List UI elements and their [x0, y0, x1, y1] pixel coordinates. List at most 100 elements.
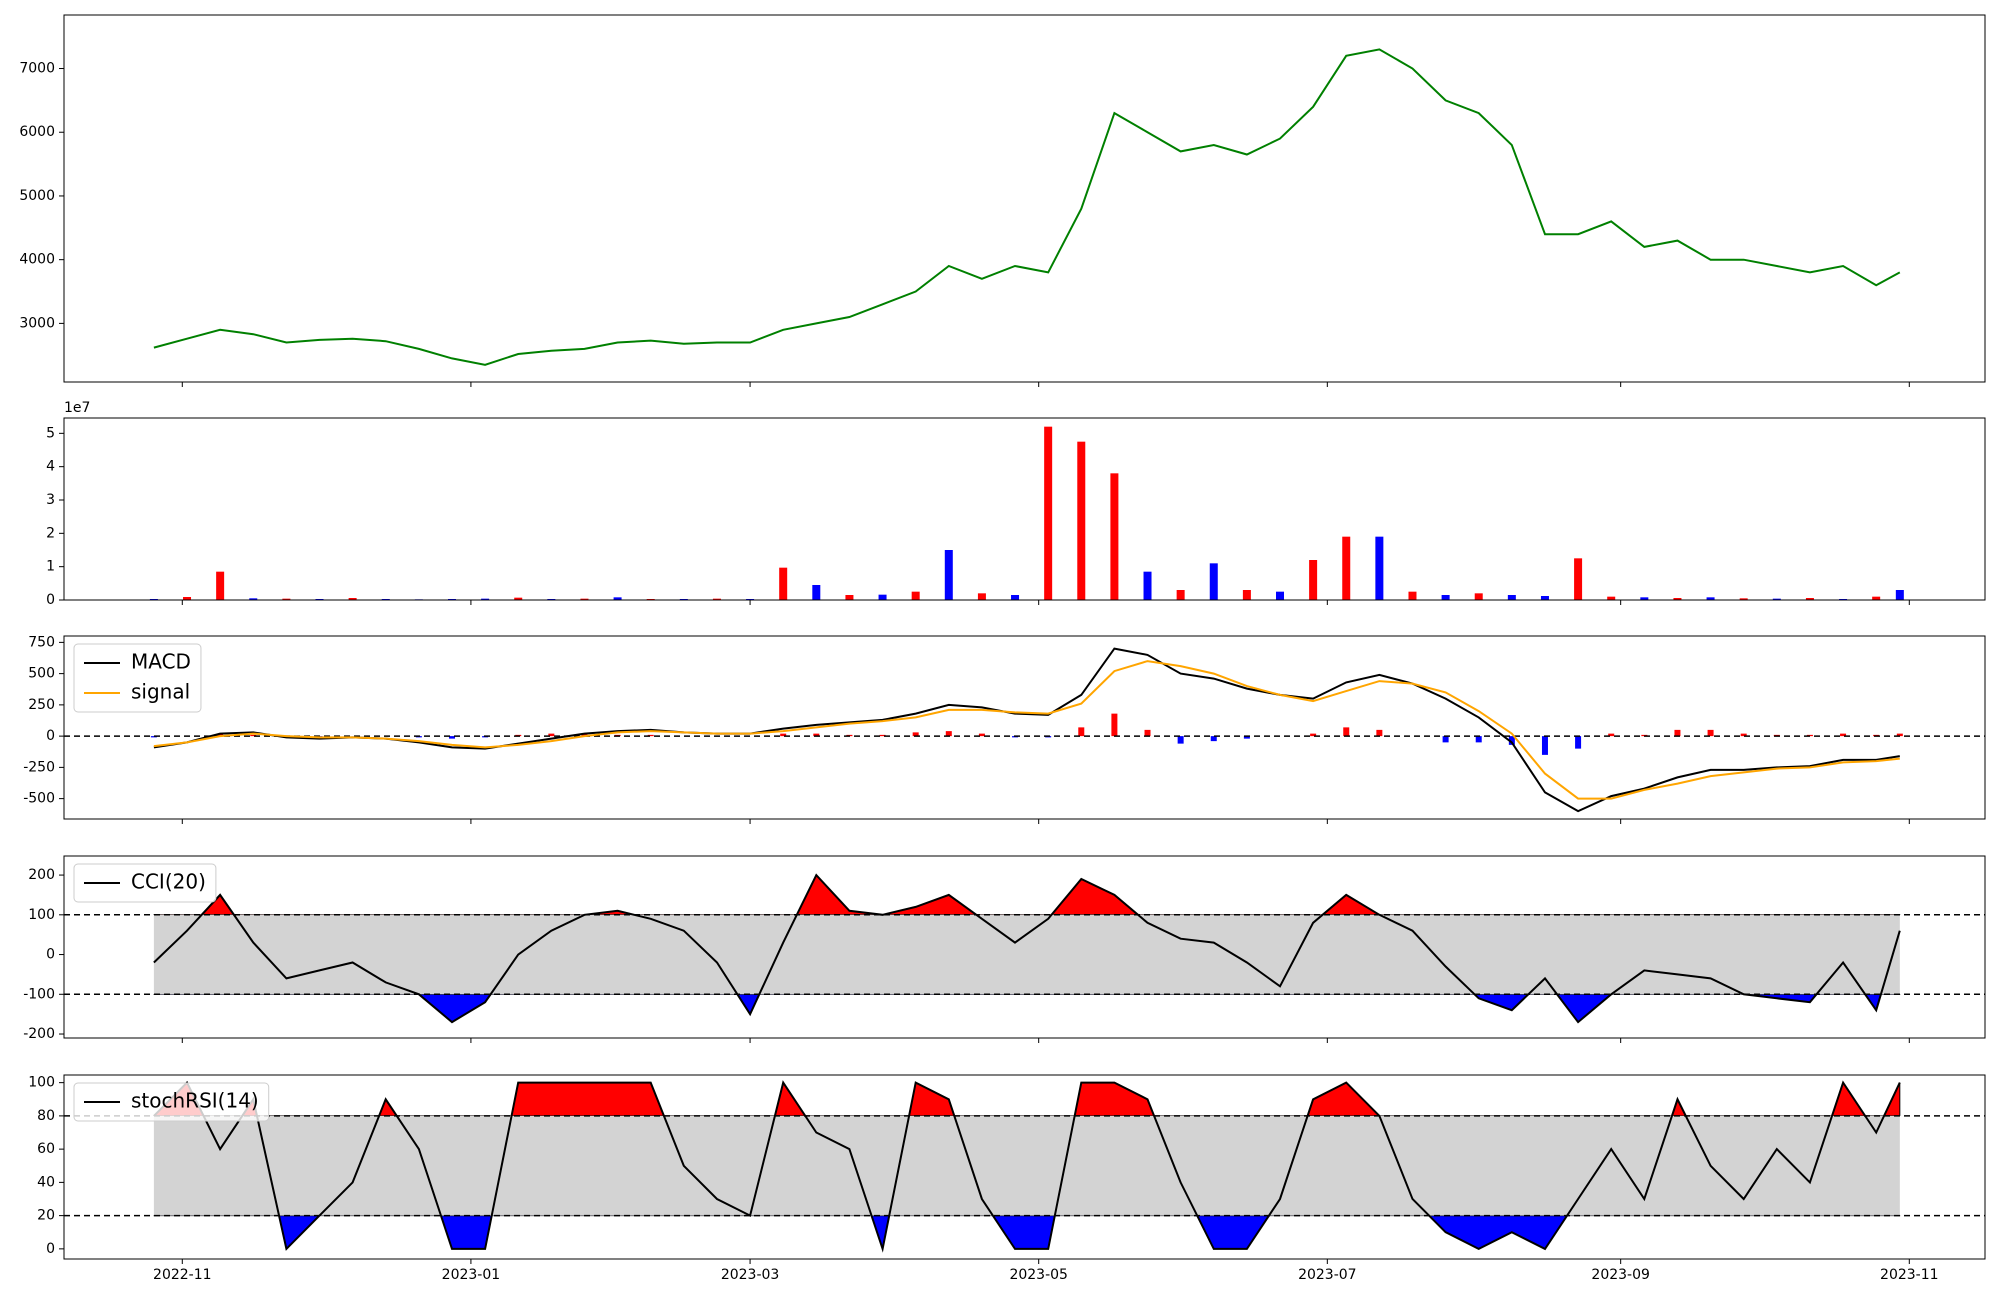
histogram-bar	[1608, 733, 1615, 737]
x-tick-label: 2023-05	[1009, 1267, 1068, 1283]
y-tick-label: -100	[23, 986, 55, 1002]
volume-bar	[1176, 590, 1185, 600]
volume-bar	[1540, 596, 1549, 600]
legend: stochRSI(14)	[73, 1082, 270, 1122]
y-tick-label: 0	[46, 1241, 55, 1257]
histogram-bar	[581, 733, 588, 737]
y-tick-label: 0	[46, 592, 55, 608]
histogram-bar	[250, 734, 257, 737]
histogram-bar	[448, 736, 455, 739]
volume-bar	[1011, 595, 1020, 600]
volume-bar	[1739, 598, 1748, 600]
volume-bar	[812, 585, 821, 600]
y-tick-label: 20	[37, 1208, 55, 1224]
histogram-bar	[1541, 736, 1548, 755]
volume-bar	[613, 597, 622, 600]
volume-bar	[977, 593, 986, 600]
volume-bar	[1077, 441, 1086, 600]
volume-bar	[1441, 595, 1450, 600]
volume-bar	[712, 598, 721, 600]
volume-bar	[1143, 571, 1152, 600]
y-tick-label: 100	[28, 907, 55, 923]
offset-label: 1e7	[64, 400, 90, 416]
histogram-bar	[1310, 733, 1317, 737]
histogram-bar	[1740, 733, 1747, 737]
histogram-bar	[1475, 736, 1482, 743]
histogram-bar	[879, 734, 886, 737]
volume-bar	[911, 591, 920, 600]
x-tick-label: 2023-03	[721, 1267, 780, 1283]
volume-bar	[845, 595, 854, 600]
legend: CCI(20)	[73, 863, 217, 903]
y-tick-label: 100	[28, 1075, 55, 1091]
y-tick-label: 3	[46, 492, 55, 508]
histogram-bar	[1078, 727, 1085, 737]
y-tick-label: 7000	[19, 61, 55, 77]
y-tick-label: 500	[28, 666, 55, 682]
volume-bar	[1772, 598, 1781, 600]
y-tick-label: -500	[23, 791, 55, 807]
y-tick-label: -250	[23, 759, 55, 775]
y-tick-label: 0	[46, 728, 55, 744]
x-tick-label: 2023-09	[1591, 1267, 1650, 1283]
volume-bar	[878, 594, 887, 600]
indicator-line	[153, 1080, 1901, 1253]
y-tick-label: 60	[37, 1141, 55, 1157]
histogram-bar	[1575, 736, 1582, 749]
volume-bar	[1640, 597, 1649, 600]
volume-bar	[216, 571, 225, 600]
y-tick-label: 1	[46, 559, 55, 575]
volume-bar	[1375, 536, 1384, 600]
volume-bar	[481, 598, 490, 600]
histogram-bar	[1707, 729, 1714, 737]
histogram-bar	[813, 733, 820, 737]
volume-bar	[1408, 591, 1417, 600]
legend-box	[73, 863, 217, 903]
histogram-bar	[1210, 736, 1217, 742]
legend-label: signal	[131, 680, 190, 704]
histogram-bar	[1896, 733, 1903, 737]
histogram-bar	[1111, 713, 1118, 737]
volume-bar	[1895, 590, 1904, 600]
legend-box	[73, 643, 202, 713]
axes-frame	[63, 14, 1986, 383]
x-tick-label: 2023-07	[1298, 1267, 1357, 1283]
y-tick-label: 40	[37, 1174, 55, 1190]
volume-bar	[1110, 473, 1119, 600]
volume-bar	[348, 598, 357, 600]
volume-bar	[1276, 591, 1285, 600]
legend: MACD signal	[73, 643, 202, 713]
band-fill	[153, 914, 1900, 995]
y-tick-label: 4	[46, 459, 55, 475]
y-tick-label: 80	[37, 1108, 55, 1124]
y-tick-label: 750	[28, 634, 55, 650]
histogram-bar	[1144, 729, 1151, 737]
y-tick-label: 2	[46, 525, 55, 541]
histogram-bar	[945, 731, 952, 737]
axes-frame	[63, 635, 1986, 820]
y-tick-label: 6000	[19, 124, 55, 140]
histogram-bar	[1177, 736, 1184, 744]
axes-frame	[63, 1074, 1986, 1260]
indicator-line	[153, 647, 1900, 813]
volume-bar	[1044, 426, 1053, 600]
histogram-bar	[1508, 736, 1515, 745]
volume-bar	[1607, 596, 1616, 600]
histogram-bar	[1376, 729, 1383, 737]
x-tick-label: 2022-11	[153, 1267, 212, 1283]
legend-label: CCI(20)	[131, 870, 206, 894]
legend-box	[73, 1082, 270, 1122]
volume-bar	[779, 567, 788, 600]
y-tick-label: 0	[46, 947, 55, 963]
volume-bar	[1309, 560, 1318, 600]
axes-frame	[63, 417, 1986, 601]
volume-bar	[1805, 598, 1814, 600]
indicator-line	[153, 873, 1901, 1024]
y-tick-label: 200	[28, 867, 55, 883]
histogram-bar	[1243, 736, 1250, 739]
x-tick-label: 2023-01	[442, 1267, 501, 1283]
histogram-bar	[548, 733, 555, 737]
histogram-bar	[1343, 727, 1350, 737]
legend-label: stochRSI(14)	[131, 1089, 259, 1113]
